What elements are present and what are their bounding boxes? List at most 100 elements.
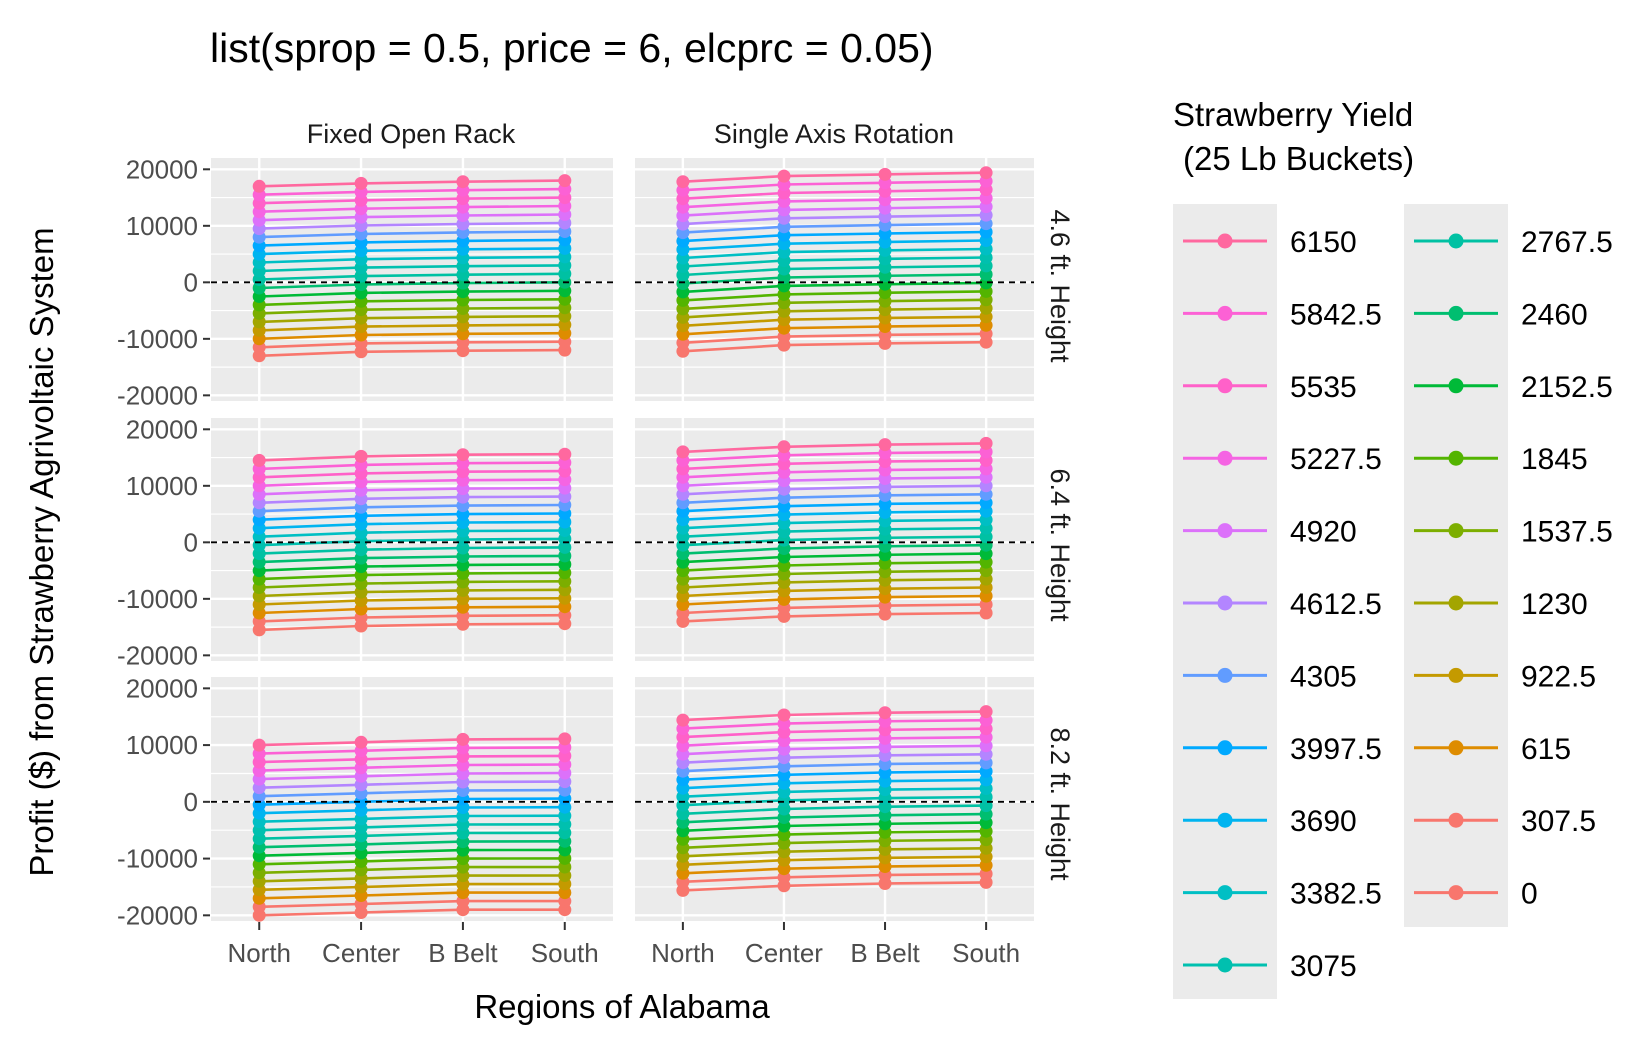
legend-label-307.5: 307.5 (1521, 805, 1596, 838)
legend-key-point (1449, 306, 1464, 321)
y-axis-title: Profit ($) from Strawberry Agrivoltaic S… (23, 227, 60, 876)
legend-key-point (1218, 958, 1233, 973)
legend-key-point (1218, 451, 1233, 466)
data-point-6150-North (253, 454, 266, 467)
legend-label-3997.5: 3997.5 (1290, 733, 1382, 766)
legend-key-point (1218, 378, 1233, 393)
data-point-6150-South (558, 732, 571, 745)
data-point-6150-B Belt (456, 448, 469, 461)
x-axis-title: Regions of Alabama (474, 988, 770, 1025)
y-tick-label: 20000 (126, 414, 198, 444)
legend-label-5842.5: 5842.5 (1290, 298, 1382, 331)
legend-key-point (1449, 523, 1464, 538)
legend-title-line1: Strawberry Yield (1173, 96, 1413, 133)
data-point-6150-South (558, 448, 571, 461)
legend-key-point (1449, 596, 1464, 611)
data-point-6150-B Belt (456, 733, 469, 746)
legend-key-point (1449, 378, 1464, 393)
x-tick-label: B Belt (428, 938, 498, 968)
legend-label-3075: 3075 (1290, 950, 1357, 983)
x-tick-label: Center (322, 938, 400, 968)
data-point-6150-North (676, 445, 689, 458)
facet-panels (211, 158, 1034, 922)
legend-label-922.5: 922.5 (1521, 660, 1596, 693)
y-tick-label: 20000 (126, 154, 198, 184)
legend-label-6150: 6150 (1290, 226, 1357, 259)
legend-key-point (1218, 523, 1233, 538)
x-tick-label: South (952, 938, 1020, 968)
panel-0-1 (211, 418, 613, 661)
panel-1-2 (635, 677, 1034, 921)
data-point-6150-South (980, 166, 993, 179)
data-point-6150-Center (778, 440, 791, 453)
x-tick-label: North (227, 938, 291, 968)
legend-label-5535: 5535 (1290, 371, 1357, 404)
x-axes: North Center B Belt South North Center B Belt S… (227, 922, 1020, 968)
legend-label-4612.5: 4612.5 (1290, 588, 1382, 621)
panel-0-0 (211, 158, 613, 401)
data-point-6150-Center (355, 450, 368, 463)
legend-key-point (1449, 813, 1464, 828)
legend-key-point (1449, 234, 1464, 249)
chart-title: list(sprop = 0.5, price = 6, elcprc = 0.… (210, 25, 934, 71)
data-point-6150-Center (778, 709, 791, 722)
legend-label-1537.5: 1537.5 (1521, 516, 1613, 549)
data-point-6150-B Belt (456, 175, 469, 188)
legend-key-point (1218, 740, 1233, 755)
y-tick-label: -20000 (117, 380, 198, 410)
col-strip-single-axis-rotation: Single Axis Rotation (714, 119, 954, 149)
legend-label-4920: 4920 (1290, 516, 1357, 549)
panel-1-0 (635, 158, 1034, 401)
x-tick-label: Center (745, 938, 823, 968)
data-point-6150-B Belt (879, 168, 892, 181)
data-point-6150-Center (355, 736, 368, 749)
y-tick-label: 0 (184, 787, 198, 817)
panel-0-2 (211, 677, 613, 922)
legend-key-point (1449, 668, 1464, 683)
legend-key-point (1218, 596, 1233, 611)
data-point-6150-North (676, 714, 689, 727)
y-tick-label: 10000 (126, 471, 198, 501)
panel-1-1 (635, 418, 1034, 661)
panel-background (635, 158, 1034, 401)
data-point-6150-Center (778, 170, 791, 183)
legend-key-point (1449, 451, 1464, 466)
y-tick-label: 0 (184, 527, 198, 557)
data-point-6150-North (253, 739, 266, 752)
legend-title-line2: (25 Lb Buckets) (1183, 140, 1414, 177)
legend-label-5227.5: 5227.5 (1290, 443, 1382, 476)
row-strip-6-4-height: 6.4 ft. Height (1045, 468, 1075, 622)
y-tick-label: -10000 (117, 844, 198, 874)
col-strip-fixed-open-rack: Fixed Open Rack (307, 119, 516, 149)
x-tick-label: B Belt (850, 938, 920, 968)
legend-label-4305: 4305 (1290, 660, 1357, 693)
legend-key-point (1218, 668, 1233, 683)
legend-label-3382.5: 3382.5 (1290, 878, 1382, 911)
legend-label-1230: 1230 (1521, 588, 1588, 621)
legend-label-1845: 1845 (1521, 443, 1588, 476)
data-point-6150-B Belt (879, 706, 892, 719)
legend-label-3690: 3690 (1290, 805, 1357, 838)
legend-key-point (1218, 885, 1233, 900)
legend-label-2460: 2460 (1521, 298, 1588, 331)
legend: Strawberry Yield (25 Lb Buckets) 6150584… (1173, 96, 1613, 999)
data-point-6150-B Belt (879, 438, 892, 451)
legend-label-2767.5: 2767.5 (1521, 226, 1613, 259)
y-tick-label: -10000 (117, 584, 198, 614)
legend-key-point (1218, 306, 1233, 321)
legend-key-point (1449, 885, 1464, 900)
legend-label-615: 615 (1521, 733, 1571, 766)
legend-label-0: 0 (1521, 878, 1538, 911)
row-strip-4-6-height: 4.6 ft. Height (1045, 209, 1075, 363)
legend-label-2152.5: 2152.5 (1521, 371, 1613, 404)
y-tick-label: 20000 (126, 673, 198, 703)
data-point-6150-North (253, 180, 266, 193)
y-tick-label: 10000 (126, 730, 198, 760)
legend-key-point (1449, 740, 1464, 755)
y-tick-label: -20000 (117, 640, 198, 670)
data-point-6150-North (676, 175, 689, 188)
x-tick-label: South (531, 938, 599, 968)
data-point-6150-South (558, 174, 571, 187)
legend-key-point (1218, 813, 1233, 828)
